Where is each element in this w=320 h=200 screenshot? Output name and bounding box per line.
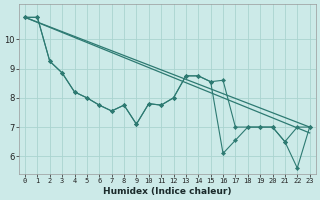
X-axis label: Humidex (Indice chaleur): Humidex (Indice chaleur) <box>103 187 232 196</box>
